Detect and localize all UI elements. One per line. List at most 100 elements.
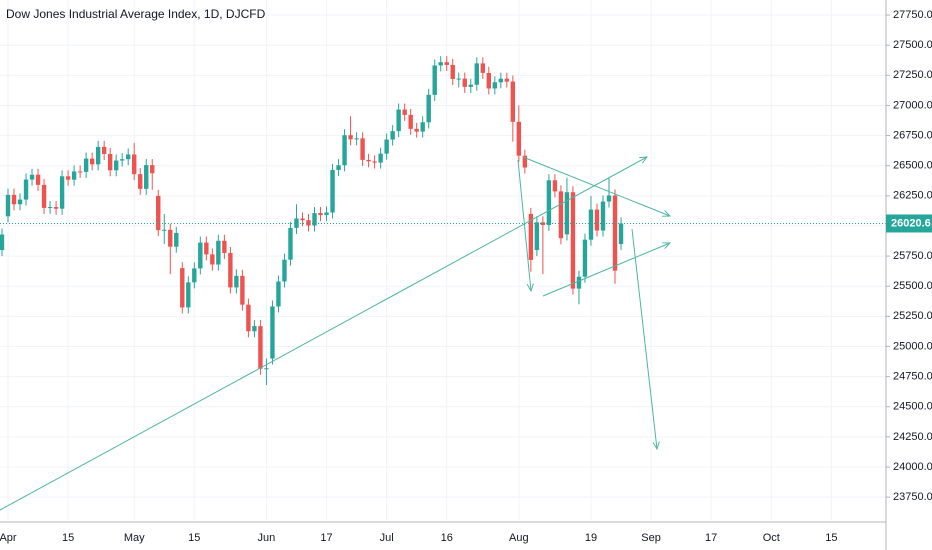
y-tick-label: 27250.0 [893, 69, 932, 81]
candle-body [552, 180, 558, 192]
candles [0, 56, 886, 386]
y-tick-label: 27750.0 [893, 9, 932, 21]
candle-body [606, 195, 612, 202]
candle-body [95, 146, 101, 165]
candle-body [216, 240, 221, 265]
candle-body [420, 122, 425, 132]
y-tick-label: 25500.0 [893, 280, 932, 292]
trend-drawings [0, 157, 670, 511]
candle-body [150, 165, 155, 174]
candle-body [162, 229, 167, 231]
y-tick-label: 23750.0 [893, 491, 932, 503]
candle-body [588, 209, 594, 240]
candle-body [234, 275, 239, 288]
candle-body [144, 165, 149, 189]
candle-body [330, 169, 335, 213]
x-tick-label: 15 [188, 532, 200, 544]
candle-body [300, 218, 305, 221]
candle-body [540, 222, 546, 225]
candle-body [258, 326, 263, 369]
y-tick-label: 27000.0 [893, 99, 932, 111]
candle-body [570, 192, 576, 289]
candle-body [414, 128, 419, 132]
candle-body [582, 239, 588, 277]
candle-body [426, 94, 431, 123]
candle-body [119, 159, 125, 161]
candle-body [168, 229, 173, 247]
candle-body [408, 114, 413, 129]
candle-body [324, 212, 329, 216]
candle-body [600, 201, 606, 231]
candle-body [546, 180, 552, 225]
x-tick-label: 16 [441, 532, 453, 544]
candle-body [240, 275, 245, 305]
last-price-box [886, 214, 932, 233]
candle-body [456, 78, 461, 80]
candle-body [486, 72, 491, 89]
x-tick-label: Sep [641, 532, 661, 544]
x-tick-label: 17 [705, 532, 717, 544]
y-tick-label: 27500.0 [893, 39, 932, 51]
candle-body [71, 171, 77, 180]
candle-body [174, 232, 179, 247]
candle-body [77, 171, 83, 173]
x-tick-label: May [124, 532, 145, 544]
candle-body [534, 222, 540, 251]
y-tick-label: 26250.0 [893, 190, 932, 202]
candle-body [126, 154, 131, 160]
candle-body [89, 158, 95, 165]
candle-body [354, 138, 359, 140]
x-tick-label: Jul [380, 532, 394, 544]
candle-body [35, 174, 41, 185]
y-tick-label: 26750.0 [893, 129, 932, 141]
candle-body [156, 195, 161, 231]
candle-body [11, 194, 17, 205]
candle-body [474, 63, 479, 85]
candle-body [564, 192, 570, 235]
candle-body [522, 155, 528, 168]
candle-body [276, 281, 281, 307]
candle-body [246, 304, 251, 332]
candle-body [342, 135, 347, 166]
candle-body [132, 154, 137, 175]
y-tick-label: 25250.0 [893, 310, 932, 322]
candle-body [65, 176, 71, 180]
candle-body [53, 207, 59, 209]
trend-line [631, 228, 657, 449]
candle-body [83, 158, 89, 172]
candle-body [47, 207, 53, 209]
y-tick-label: 24250.0 [893, 431, 932, 443]
candle-body [378, 153, 383, 163]
candle-body [528, 213, 534, 260]
candle-body [450, 64, 455, 79]
x-tick-label: 15 [825, 532, 837, 544]
candle-body [59, 176, 65, 209]
y-tick-label: 24000.0 [893, 461, 932, 473]
candle-body [318, 213, 323, 216]
candle-body [468, 84, 473, 87]
candle-body [192, 268, 197, 283]
candle-body [432, 65, 437, 95]
candle-body [5, 194, 11, 217]
candle-body [0, 234, 5, 251]
candle-body [101, 146, 107, 155]
candle-body [29, 174, 35, 180]
candle-body [41, 184, 47, 208]
candle-body [384, 139, 389, 154]
candle-body [366, 159, 371, 162]
candle-body [180, 268, 185, 308]
candle-body [348, 135, 353, 140]
candle-body [516, 121, 522, 156]
candle-body [510, 81, 516, 122]
candle-body [618, 223, 624, 245]
candle-body [288, 227, 293, 260]
axes: 23750.0 24000.0 24250.0 24500.0 24750.0 25000… [0, 9, 932, 544]
x-tick-label: Apr [0, 532, 17, 544]
x-tick-label: 19 [585, 532, 597, 544]
candle-body [17, 199, 23, 205]
candle-body [498, 78, 504, 83]
candle-body [107, 154, 113, 171]
candle-body [264, 368, 269, 370]
candle-body [23, 179, 29, 200]
